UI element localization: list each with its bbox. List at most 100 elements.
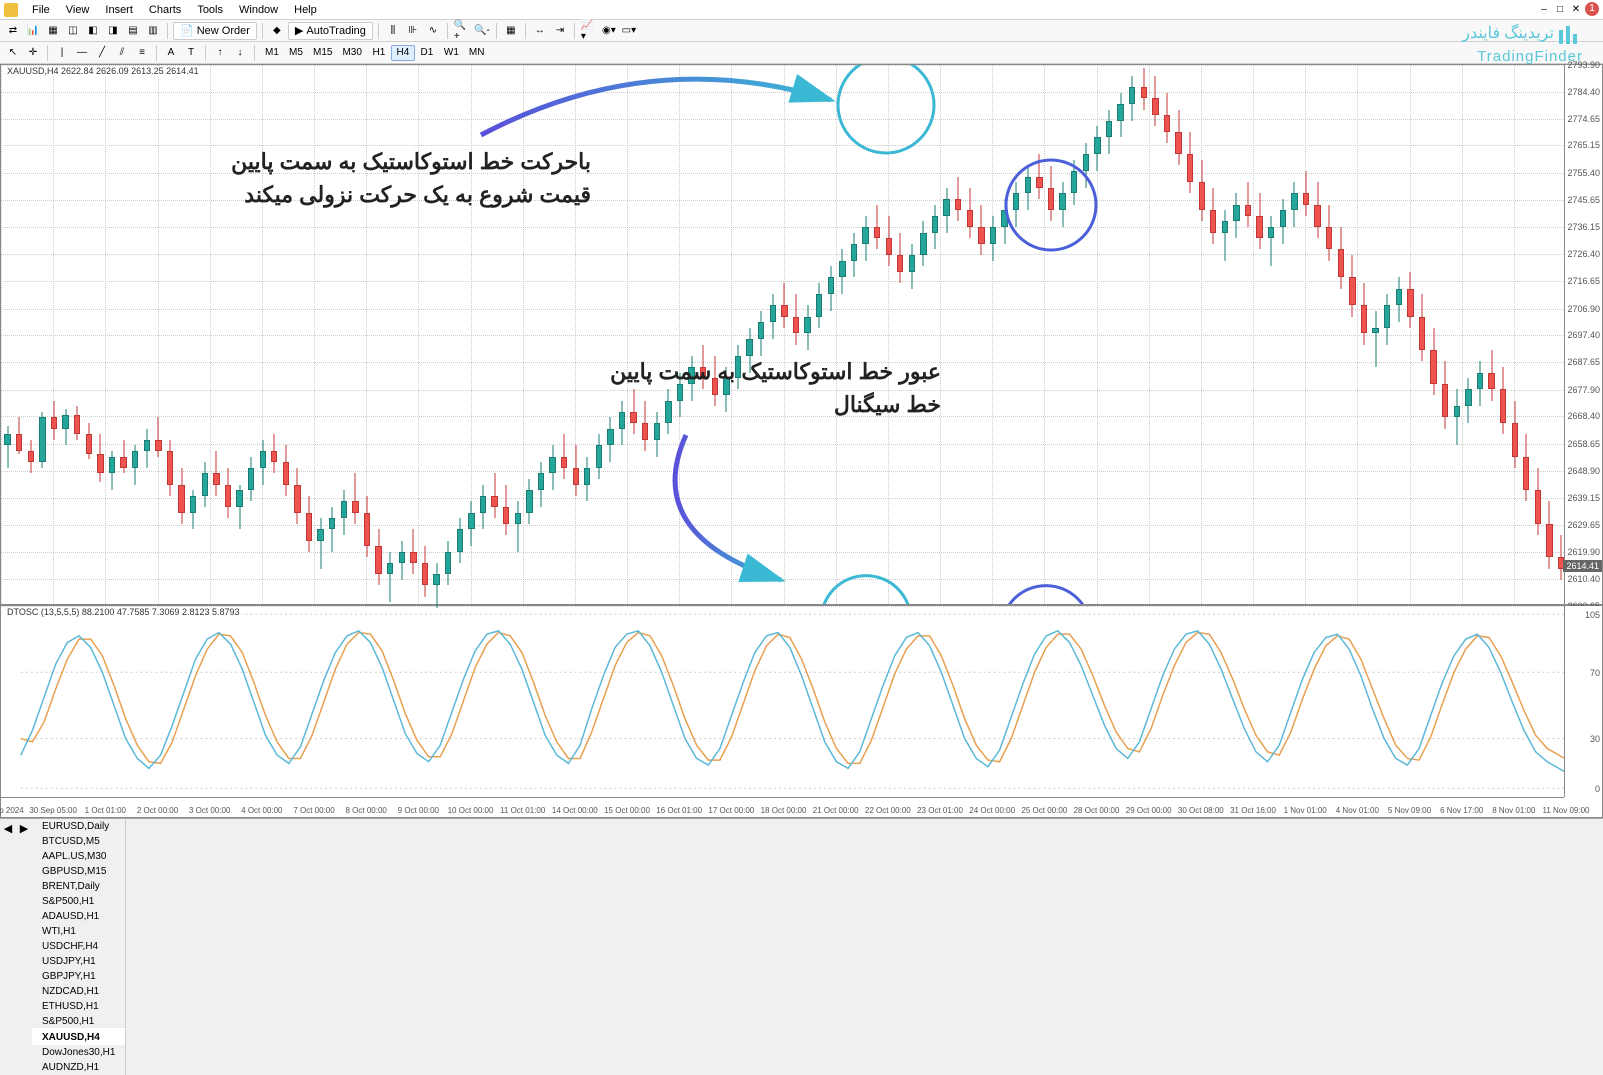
- candle: [1059, 182, 1065, 227]
- cursor-icon[interactable]: ↖: [4, 44, 22, 62]
- timeframe-W1[interactable]: W1: [439, 45, 464, 61]
- chart-add-icon[interactable]: 📊: [24, 22, 42, 40]
- chart-tab[interactable]: ETHUSD,H1: [32, 999, 126, 1014]
- candle: [607, 417, 613, 462]
- minimize-button[interactable]: –: [1537, 2, 1551, 16]
- arrow-up-icon[interactable]: ↑: [211, 44, 229, 62]
- fibo-icon[interactable]: ≡: [133, 44, 151, 62]
- chart-tab[interactable]: ADAUSD,H1: [32, 909, 126, 924]
- chart-tab[interactable]: BRENT,Daily: [32, 879, 126, 894]
- candle: [549, 445, 555, 490]
- line-chart-icon[interactable]: ∿: [424, 22, 442, 40]
- candle: [839, 249, 845, 294]
- menu-tools[interactable]: Tools: [189, 2, 231, 18]
- chart-tab[interactable]: S&P500,H1: [32, 894, 126, 909]
- chart-tab[interactable]: USDJPY,H1: [32, 954, 126, 969]
- timeframe-M1[interactable]: M1: [260, 45, 284, 61]
- chart-tab[interactable]: GBPJPY,H1: [32, 969, 126, 984]
- hline-icon[interactable]: —: [73, 44, 91, 62]
- timeframe-D1[interactable]: D1: [415, 45, 439, 61]
- timeframe-M15[interactable]: M15: [308, 45, 337, 61]
- menu-file[interactable]: File: [24, 2, 58, 18]
- templates-icon[interactable]: ▭▾: [620, 22, 638, 40]
- timeframe-M30[interactable]: M30: [337, 45, 366, 61]
- candle: [39, 412, 45, 468]
- timeframe-M5[interactable]: M5: [284, 45, 308, 61]
- candle: [86, 423, 92, 459]
- candle: [480, 485, 486, 530]
- trendline-icon[interactable]: ╱: [93, 44, 111, 62]
- candle: [1454, 389, 1460, 445]
- close-button[interactable]: ✕: [1569, 2, 1583, 16]
- expert-icon[interactable]: ◆: [268, 22, 286, 40]
- indicators-icon[interactable]: 📈▾: [580, 22, 598, 40]
- new-order-button[interactable]: 📄 New Order: [173, 22, 257, 40]
- scroll-icon[interactable]: ↔: [531, 22, 549, 40]
- chart-tab[interactable]: DowJones30,H1: [32, 1045, 126, 1060]
- menu-insert[interactable]: Insert: [97, 2, 141, 18]
- candle: [526, 479, 532, 524]
- candle: [862, 216, 868, 261]
- chart-tab[interactable]: EURUSD,Daily: [32, 819, 126, 834]
- candle: [16, 417, 22, 453]
- maximize-button[interactable]: □: [1553, 2, 1567, 16]
- nav-icon[interactable]: ◨: [104, 22, 122, 40]
- chart-tab[interactable]: S&P500,H1: [32, 1014, 126, 1029]
- chart-tab[interactable]: AAPL.US,M30: [32, 849, 126, 864]
- zoom-in-icon[interactable]: 🔍+: [453, 22, 471, 40]
- timeframe-H4[interactable]: H4: [391, 45, 415, 61]
- candle: [990, 216, 996, 261]
- menu-charts[interactable]: Charts: [141, 2, 189, 18]
- candle: [561, 434, 567, 479]
- price-chart[interactable]: XAUUSD,H4 2622.84 2626.09 2613.25 2614.4…: [1, 65, 1602, 606]
- menu-view[interactable]: View: [58, 2, 98, 18]
- zoom-out-icon[interactable]: 🔍-: [473, 22, 491, 40]
- text-icon[interactable]: A: [162, 44, 180, 62]
- tab-scroll-left[interactable]: ◀: [0, 819, 16, 838]
- timeframe-MN[interactable]: MN: [464, 45, 490, 61]
- candle: [28, 440, 34, 474]
- candle: [932, 205, 938, 250]
- shift-icon[interactable]: ⇥: [551, 22, 569, 40]
- candle-chart-icon[interactable]: ⊪: [404, 22, 422, 40]
- candle: [758, 311, 764, 356]
- menu-window[interactable]: Window: [231, 2, 286, 18]
- indicator-info: DTOSC (13,5,5,5) 88.2100 47.7585 7.3069 …: [5, 607, 242, 617]
- chart-tab[interactable]: XAUUSD,H4: [32, 1028, 126, 1045]
- arrow-down-icon[interactable]: ↓: [231, 44, 249, 62]
- chart-tab[interactable]: USDCHF,H4: [32, 939, 126, 954]
- chart-tab[interactable]: GBPUSD,M15: [32, 864, 126, 879]
- periods-icon[interactable]: ◉▾: [600, 22, 618, 40]
- chart-tab[interactable]: WTI,H1: [32, 924, 126, 939]
- chart-tab[interactable]: BTCUSD,M5: [32, 834, 126, 849]
- timeframe-H1[interactable]: H1: [367, 45, 391, 61]
- annotation-text-2: عبور خط استوکاستیک به سمت پایین خط سیگنا…: [561, 355, 941, 421]
- tester-icon[interactable]: ▥: [144, 22, 162, 40]
- tile-icon[interactable]: ▦: [502, 22, 520, 40]
- menu-help[interactable]: Help: [286, 2, 325, 18]
- candle: [1141, 68, 1147, 110]
- candle: [1245, 182, 1251, 227]
- channel-icon[interactable]: ⫽: [113, 44, 131, 62]
- candle: [1303, 171, 1309, 216]
- candle: [978, 205, 984, 255]
- candle: [1361, 283, 1367, 345]
- notification-badge[interactable]: 1: [1585, 2, 1599, 16]
- transfer-icon[interactable]: ⇄: [4, 22, 22, 40]
- crosshair-icon[interactable]: ✛: [24, 44, 42, 62]
- chart-tab[interactable]: AUDNZD,H1: [32, 1060, 126, 1075]
- terminal-icon[interactable]: ▤: [124, 22, 142, 40]
- market-icon[interactable]: ◫: [64, 22, 82, 40]
- candle: [920, 221, 926, 266]
- candle: [1222, 210, 1228, 260]
- autotrading-button[interactable]: ▶ AutoTrading: [288, 22, 373, 40]
- chart-tab[interactable]: NZDCAD,H1: [32, 984, 126, 999]
- bar-chart-icon[interactable]: ⫼: [384, 22, 402, 40]
- profile-icon[interactable]: ▦: [44, 22, 62, 40]
- indicator-pane[interactable]: DTOSC (13,5,5,5) 88.2100 47.7585 7.3069 …: [1, 606, 1602, 797]
- label-icon[interactable]: T: [182, 44, 200, 62]
- data-icon[interactable]: ◧: [84, 22, 102, 40]
- vline-icon[interactable]: |: [53, 44, 71, 62]
- tab-scroll-right[interactable]: ▶: [16, 819, 32, 838]
- candle: [4, 426, 10, 468]
